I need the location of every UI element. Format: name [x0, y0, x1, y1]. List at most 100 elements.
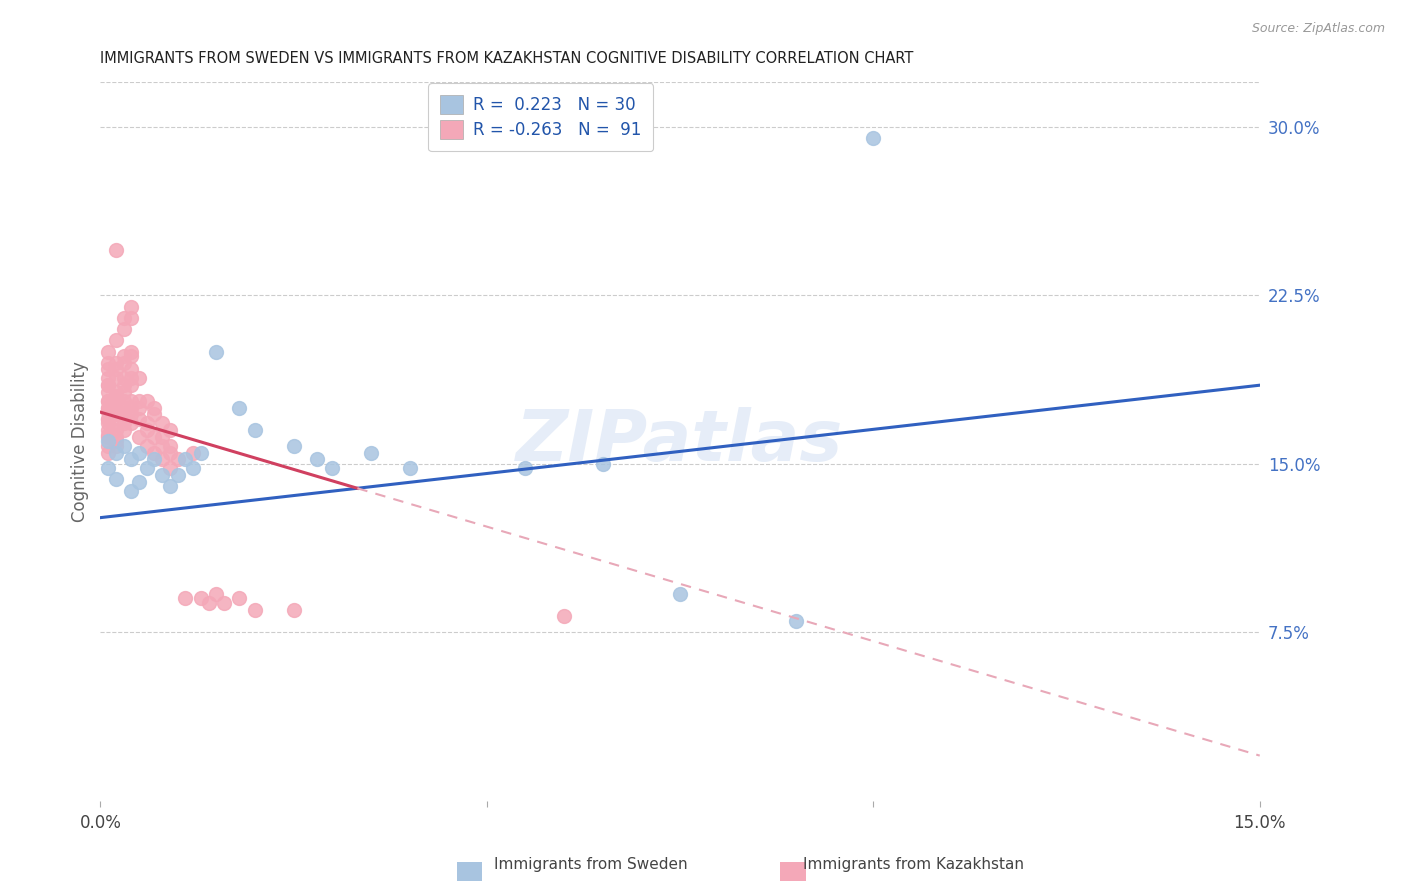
Point	[159, 423, 181, 437]
Point	[143, 408, 166, 422]
Point	[104, 430, 127, 444]
Point	[128, 393, 150, 408]
Point	[150, 417, 173, 431]
Point	[97, 445, 120, 459]
Point	[97, 393, 120, 408]
Point	[243, 423, 266, 437]
Point	[181, 461, 204, 475]
Point	[166, 468, 188, 483]
Point	[112, 423, 135, 437]
Point	[104, 371, 127, 385]
Point	[97, 344, 120, 359]
Point	[97, 393, 120, 408]
Point	[128, 401, 150, 415]
Legend: R =  0.223   N = 30, R = -0.263   N =  91: R = 0.223 N = 30, R = -0.263 N = 91	[429, 83, 654, 151]
Point	[143, 401, 166, 415]
Point	[120, 393, 142, 408]
Point	[104, 445, 127, 459]
Point	[112, 322, 135, 336]
Point	[97, 356, 120, 370]
Point	[104, 389, 127, 403]
Point	[283, 439, 305, 453]
Point	[97, 401, 120, 415]
Point	[97, 427, 120, 442]
Point	[150, 430, 173, 444]
Point	[120, 408, 142, 422]
Point	[112, 408, 135, 422]
Point	[135, 439, 157, 453]
Point	[97, 362, 120, 376]
Point	[97, 378, 120, 392]
Text: Source: ZipAtlas.com: Source: ZipAtlas.com	[1251, 22, 1385, 36]
Point	[104, 356, 127, 370]
Point	[120, 349, 142, 363]
Point	[120, 300, 142, 314]
Point	[197, 596, 219, 610]
Point	[112, 349, 135, 363]
Point	[97, 378, 120, 392]
Point	[120, 452, 142, 467]
Point	[159, 479, 181, 493]
Point	[159, 439, 181, 453]
Point	[128, 445, 150, 459]
Point	[104, 417, 127, 431]
Point	[305, 452, 328, 467]
Point	[112, 378, 135, 392]
Point	[128, 475, 150, 489]
Point	[104, 244, 127, 258]
Point	[398, 461, 420, 475]
Point	[143, 430, 166, 444]
Point	[150, 439, 173, 453]
Point	[97, 423, 120, 437]
Point	[785, 614, 807, 628]
Point	[104, 393, 127, 408]
Point	[120, 362, 142, 376]
Point	[321, 461, 343, 475]
Point	[159, 445, 181, 459]
Point	[283, 603, 305, 617]
Point	[104, 333, 127, 347]
Point	[135, 393, 157, 408]
Point	[120, 310, 142, 325]
Point	[120, 417, 142, 431]
Point	[97, 434, 120, 449]
Point	[120, 483, 142, 498]
Point	[360, 445, 382, 459]
Point	[190, 591, 212, 606]
Point	[97, 401, 120, 415]
Point	[112, 310, 135, 325]
Point	[104, 362, 127, 376]
Point	[174, 452, 197, 467]
Point	[190, 445, 212, 459]
Point	[592, 457, 614, 471]
Point	[97, 384, 120, 399]
Point	[104, 423, 127, 437]
Point	[150, 468, 173, 483]
Point	[205, 344, 228, 359]
Text: Immigrants from Sweden: Immigrants from Sweden	[494, 857, 688, 872]
Point	[515, 461, 537, 475]
Point	[104, 473, 127, 487]
Point	[104, 408, 127, 422]
Point	[135, 417, 157, 431]
Point	[228, 401, 250, 415]
Point	[97, 461, 120, 475]
Point	[128, 412, 150, 426]
Point	[128, 430, 150, 444]
Point	[120, 371, 142, 385]
Point	[97, 405, 120, 419]
Point	[120, 344, 142, 359]
Point	[120, 401, 142, 415]
Point	[228, 591, 250, 606]
Point	[97, 371, 120, 385]
Point	[104, 384, 127, 399]
Point	[104, 439, 127, 453]
Point	[112, 393, 135, 408]
Point	[143, 445, 166, 459]
Point	[112, 384, 135, 399]
Point	[97, 412, 120, 426]
Y-axis label: Cognitive Disability: Cognitive Disability	[72, 361, 89, 522]
Text: IMMIGRANTS FROM SWEDEN VS IMMIGRANTS FROM KAZAKHSTAN COGNITIVE DISABILITY CORREL: IMMIGRANTS FROM SWEDEN VS IMMIGRANTS FRO…	[100, 51, 914, 66]
Point	[104, 434, 127, 449]
Point	[97, 439, 120, 453]
